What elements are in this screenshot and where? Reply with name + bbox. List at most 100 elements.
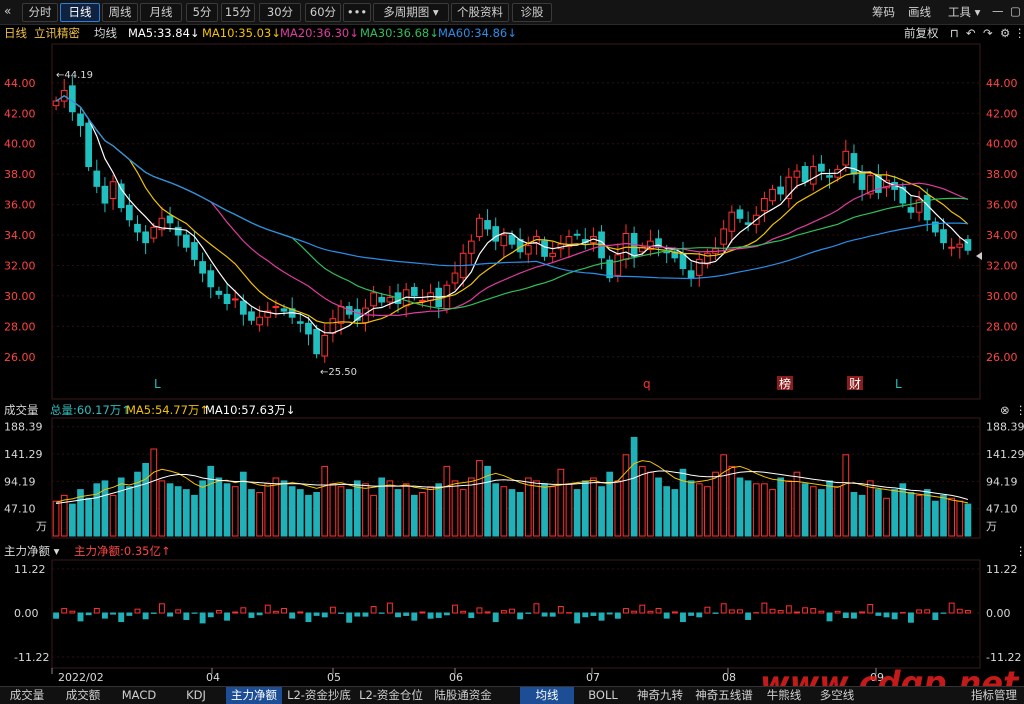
volume-bar (224, 484, 230, 536)
flow-bar (135, 609, 140, 613)
volume-tick-right: 188.39 (986, 421, 1024, 434)
volume-bar (118, 478, 124, 536)
overlay-tab[interactable]: BOLL (578, 687, 628, 704)
volume-bar (819, 490, 825, 536)
flow-bar (933, 613, 938, 619)
event-marker: L (895, 377, 902, 391)
volume-bar (306, 495, 312, 536)
flow-bar (949, 603, 954, 613)
volume-bar (346, 490, 352, 536)
candle-body (509, 235, 515, 244)
price-tick-left: 44.00 (4, 77, 36, 90)
price-tick-left: 38.00 (4, 168, 36, 181)
volume-bar (509, 490, 515, 536)
volume-bar (436, 484, 442, 536)
volume-bar (965, 504, 971, 536)
volume-bar (395, 490, 401, 536)
flow-bar (640, 605, 645, 613)
indicator-tab[interactable]: KDJ (168, 687, 224, 704)
candle-body (78, 114, 84, 125)
flow-bar (908, 613, 913, 622)
flow-bar (355, 613, 360, 616)
flow-bar (795, 612, 800, 613)
volume-bar (61, 495, 67, 536)
volume-bar (591, 478, 597, 536)
candle-body (542, 241, 548, 256)
flow-bar (102, 613, 107, 618)
overlay-tab[interactable]: 牛熊线 (760, 687, 808, 704)
volume-tick-right: 141.29 (986, 448, 1024, 461)
candle-body (224, 294, 230, 303)
volume-bar (444, 466, 450, 536)
price-tick-right: 36.00 (986, 199, 1018, 212)
volume-bar (892, 490, 898, 536)
flow-bar (803, 608, 808, 613)
event-marker: 财 (849, 377, 861, 391)
volume-bar (867, 481, 873, 536)
candle-body (762, 198, 768, 210)
price-tick-left: 40.00 (4, 138, 36, 151)
candle-body (297, 322, 303, 324)
flow-bar (306, 613, 311, 622)
indicator-tab[interactable]: MACD (112, 687, 166, 704)
flow-tick-left: 0.00 (14, 607, 39, 620)
indicator-tab[interactable]: 陆股通资金 (428, 687, 498, 704)
flow-bar (835, 611, 840, 613)
candle-body (216, 291, 222, 294)
volume-bar (680, 469, 686, 536)
volume-bar (664, 487, 670, 536)
indicator-tab[interactable]: 成交额 (56, 687, 110, 704)
flow-bar (534, 604, 539, 613)
price-tick-right: 32.00 (986, 259, 1018, 272)
flow-bar (762, 603, 767, 613)
candle-body (737, 210, 743, 218)
candle-body (688, 271, 694, 278)
flow-bar (453, 605, 458, 613)
price-panel-frame (52, 44, 980, 399)
volume-bar (802, 484, 808, 536)
candle-body (94, 171, 100, 186)
flow-bar (62, 609, 67, 613)
overlay-tab[interactable]: 神奇九转 (632, 687, 688, 704)
flow-bar (461, 611, 466, 613)
flow-bar (412, 613, 417, 620)
flow-bar (510, 609, 515, 613)
indicator-tab[interactable]: L2-资金抄底 (284, 687, 354, 704)
candle-body (249, 312, 255, 320)
flow-bar (884, 613, 889, 617)
flow-bar (599, 613, 604, 620)
flow-bar (778, 611, 783, 613)
flow-bar (78, 613, 83, 621)
volume-bar (688, 481, 694, 536)
price-tick-right: 42.00 (986, 107, 1018, 120)
candle-body (493, 227, 499, 241)
volume-bar (403, 484, 409, 536)
overlay-tab[interactable]: 神奇五线谱 (690, 687, 758, 704)
price-tick-left: 34.00 (4, 229, 36, 242)
volume-bar (729, 466, 735, 536)
volume-bar (542, 484, 548, 536)
candle-body (851, 154, 857, 175)
indicator-tab[interactable]: 成交量 (0, 687, 54, 704)
overlay-tab[interactable]: 指标管理 (966, 687, 1022, 704)
volume-tick-left: 47.10 (4, 503, 36, 516)
volume-bar (314, 493, 320, 537)
candle-body (118, 184, 124, 208)
volume-bar (208, 466, 214, 536)
overlay-tab[interactable]: 多空线 (812, 687, 862, 704)
volume-bar (200, 481, 206, 536)
candle-body (257, 317, 263, 325)
volume-bar (648, 472, 654, 536)
indicator-tab[interactable]: 主力净额 (226, 687, 282, 704)
overlay-tab[interactable]: 均线 (520, 687, 574, 704)
flow-bar (273, 611, 278, 613)
volume-bar (159, 481, 165, 536)
flow-bar (298, 612, 303, 613)
candle-body (908, 208, 914, 213)
volume-unit-right: 万 (986, 520, 997, 533)
flow-bar (86, 613, 91, 615)
indicator-tab[interactable]: L2-资金仓位 (356, 687, 426, 704)
volume-bar (363, 484, 369, 536)
volume-bar (468, 478, 474, 536)
